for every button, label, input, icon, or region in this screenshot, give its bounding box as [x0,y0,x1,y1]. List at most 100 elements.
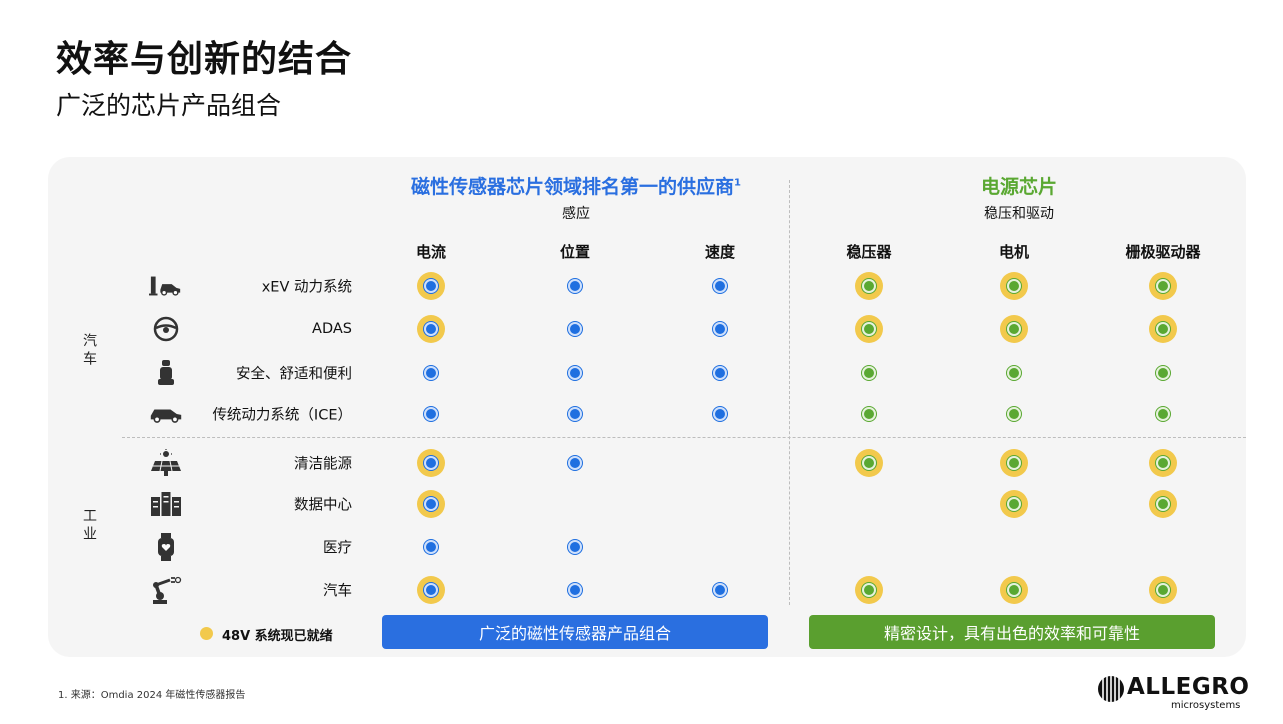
solar-panel-icon [149,449,183,477]
green-dot [862,366,876,380]
matrix-cell-marker [561,533,589,561]
blue-dot [568,456,582,470]
green-dot [862,583,876,597]
green-dot [862,322,876,336]
green-dot [1156,583,1170,597]
allegro-logo: ALLEGRO microsystems [1097,674,1250,714]
blue-dot [424,279,438,293]
row-label: 汽车 [323,583,352,600]
row-label: xEV 动力系统 [261,279,352,296]
matrix-cell-marker [706,315,734,343]
matrix-cell-marker [417,315,445,343]
matrix-cell-marker [1149,315,1177,343]
matrix-cell-marker [417,490,445,518]
green-dot [862,407,876,421]
green-dot [1007,497,1021,511]
row-label: 清洁能源 [294,456,352,473]
section-label-auto: 汽车 [81,333,97,369]
column-header-3: 稳压器 [846,243,892,261]
car-icon [149,400,183,428]
matrix-cell-marker [1000,576,1028,604]
matrix-cell-marker [706,576,734,604]
ev-charging-car-icon [149,272,183,300]
sensor-banner: 广泛的磁性传感器产品组合 [382,615,768,649]
blue-dot [424,540,438,554]
matrix-cell-marker [1000,272,1028,300]
matrix-cell-marker [561,576,589,604]
blue-dot [424,497,438,511]
matrix-cell-marker [1149,490,1177,518]
blue-dot [568,540,582,554]
logo-wordmark: ALLEGRO [1127,674,1250,700]
green-dot [1007,279,1021,293]
matrix-cell-marker [561,272,589,300]
green-dot [1007,456,1021,470]
matrix-panel [48,157,1246,657]
green-dot [1156,407,1170,421]
matrix-cell-marker [855,272,883,300]
blue-dot [424,322,438,336]
blue-dot [568,583,582,597]
green-dot [1007,407,1021,421]
green-dot [1156,279,1170,293]
blue-dot [568,322,582,336]
car-seat-icon [149,359,183,387]
matrix-cell-marker [855,315,883,343]
section-divider [122,437,1246,438]
matrix-cell-marker [417,449,445,477]
wearable-heart-icon [149,533,183,561]
row-label: ADAS [312,321,352,337]
green-dot [1156,322,1170,336]
green-dot [1156,497,1170,511]
matrix-cell-marker [1149,576,1177,604]
green-dot [1156,456,1170,470]
matrix-cell-marker [561,449,589,477]
matrix-cell-marker [1000,315,1028,343]
power-banner: 精密设计，具有出色的效率和可靠性 [809,615,1215,649]
green-dot [1007,366,1021,380]
matrix-cell-marker [417,272,445,300]
group-divider [789,180,790,605]
server-rack-icon [149,490,183,518]
matrix-cell-marker [1149,400,1177,428]
blue-dot [713,322,727,336]
matrix-cell-marker [855,400,883,428]
matrix-cell-marker [855,576,883,604]
logo-tagline: microsystems [1171,700,1241,711]
matrix-cell-marker [1000,490,1028,518]
legend-label: 48V 系统现已就绪 [222,629,333,644]
green-dot [862,279,876,293]
matrix-cell-marker [1000,359,1028,387]
row-label: 数据中心 [294,497,352,514]
matrix-cell-marker [706,400,734,428]
matrix-cell-marker [417,533,445,561]
matrix-cell-marker [561,359,589,387]
column-header-2: 速度 [704,243,736,261]
footnote: 1. 来源：Omdia 2024 年磁性传感器报告 [58,690,246,701]
robot-arm-icon [149,576,183,604]
row-label: 医疗 [323,540,352,557]
row-label: 传统动力系统（ICE） [212,407,352,424]
matrix-cell-marker [1149,359,1177,387]
matrix-cell-marker [1000,400,1028,428]
matrix-cell-marker [561,315,589,343]
blue-dot [568,366,582,380]
page-title: 效率与创新的结合 [56,39,353,80]
section-label-industrial: 工业 [81,508,97,544]
power-group-title: 电源芯片 [980,176,1058,198]
matrix-cell-marker [1149,449,1177,477]
matrix-cell-marker [417,359,445,387]
blue-dot [713,407,727,421]
row-label: 安全、舒适和便利 [236,366,352,383]
column-header-4: 电机 [998,243,1030,261]
blue-dot [424,583,438,597]
matrix-cell-marker [561,400,589,428]
blue-dot [568,407,582,421]
matrix-cell-marker [417,576,445,604]
matrix-cell-marker [1149,272,1177,300]
column-header-0: 电流 [415,243,447,261]
column-header-5: 栅极驱动器 [1125,243,1201,261]
power-group-subtitle: 稳压和驱动 [984,206,1054,222]
blue-dot [424,456,438,470]
matrix-cell-marker [855,449,883,477]
